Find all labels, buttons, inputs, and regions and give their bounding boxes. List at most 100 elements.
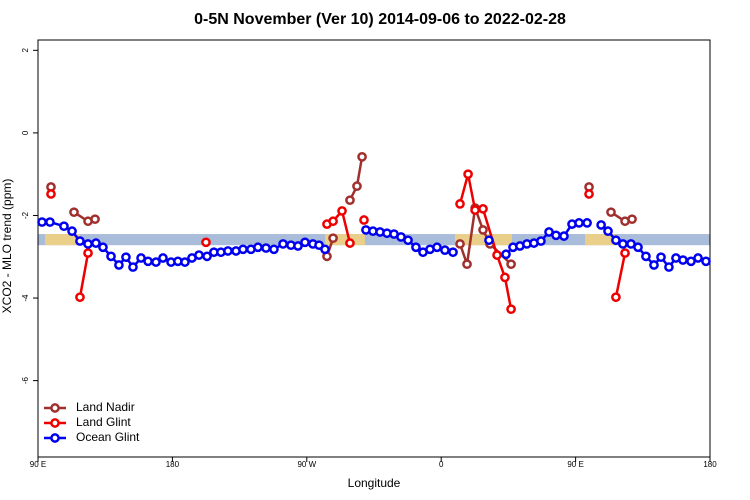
data-point [463, 169, 473, 180]
data-point [91, 238, 101, 248]
data-point [75, 292, 85, 303]
data-point [128, 262, 138, 272]
land-range [454, 234, 512, 246]
data-point [345, 238, 355, 248]
data-point [633, 242, 643, 253]
data-point [470, 205, 480, 215]
data-point [649, 260, 659, 270]
series-line [78, 173, 627, 310]
data-point [202, 251, 212, 262]
data-point [596, 220, 606, 230]
land-range [325, 234, 366, 246]
data-point [223, 246, 233, 256]
data-point [180, 257, 190, 267]
data-point [106, 251, 116, 262]
data-point [67, 226, 77, 237]
data-point [641, 251, 651, 262]
y-tick-label: -6 [21, 377, 30, 385]
data-point [411, 242, 421, 253]
chart-title: 0-5N November (Ver 10) 2014-09-06 to 202… [194, 11, 566, 28]
data-point [701, 256, 711, 267]
data-point [269, 244, 279, 255]
data-point [627, 214, 637, 225]
data-point [121, 252, 131, 263]
data-point [603, 226, 613, 237]
data-point [357, 151, 367, 162]
y-tick-label: 0 [21, 130, 30, 135]
data-point [37, 217, 47, 227]
data-point [45, 217, 55, 227]
data-point [432, 242, 442, 253]
data-point [151, 257, 161, 267]
data-point [501, 249, 511, 260]
data-point [345, 195, 355, 206]
data-point [500, 272, 510, 283]
y-tick-label: -2 [21, 211, 30, 219]
data-point [83, 239, 93, 249]
data-point [238, 244, 248, 255]
data-point [352, 181, 362, 192]
data-point [582, 218, 592, 228]
plot-frame [37, 39, 711, 458]
data-point [506, 304, 516, 315]
x-tick-label: 180 [703, 460, 717, 469]
legend-label: Ocean Glint [76, 430, 140, 444]
legend-marker [50, 403, 60, 413]
data-point [278, 239, 288, 249]
data-point [678, 255, 688, 265]
data-point [300, 237, 310, 248]
data-point [478, 204, 488, 214]
legend-marker [50, 433, 60, 443]
data-point [656, 252, 666, 263]
data-point [506, 259, 516, 270]
data-point [261, 243, 271, 253]
data-point [194, 250, 204, 260]
data-point [158, 253, 168, 263]
data-point [536, 236, 546, 246]
legend-label: Land Nadir [76, 400, 135, 414]
data-point [611, 235, 621, 246]
x-axis-label: Longitude [348, 476, 401, 490]
y-tick-label: -4 [21, 294, 30, 302]
data-point [484, 235, 494, 246]
data-point [611, 292, 621, 303]
data-point [46, 189, 56, 199]
series-line [73, 156, 633, 266]
data-point [83, 248, 93, 258]
x-tick-label: 90 E [30, 460, 46, 469]
data-point [478, 225, 488, 235]
reference-band [38, 234, 710, 246]
land-range [45, 234, 80, 246]
x-tick-label: 0 [439, 460, 444, 469]
data-point [328, 216, 338, 227]
data-point [455, 199, 465, 209]
data-point [293, 241, 303, 251]
data-point [320, 244, 330, 255]
x-tick-label: 90 E [567, 460, 583, 469]
y-axis-label: XCO2 - MLO trend (ppm) [0, 179, 14, 314]
data-point [253, 242, 263, 253]
data-point [328, 233, 338, 244]
data-point [201, 237, 211, 248]
data-point [98, 242, 108, 253]
x-tick-label: 180 [166, 460, 180, 469]
data-point [448, 247, 458, 258]
data-point [337, 206, 347, 216]
data-point [693, 253, 703, 263]
data-point [75, 236, 85, 246]
land-range [585, 234, 616, 246]
data-point [492, 250, 502, 260]
data-point [664, 262, 674, 272]
data-point [359, 215, 369, 225]
data-point [403, 235, 413, 246]
data-point [584, 189, 594, 199]
data-point [618, 239, 628, 249]
data-point [59, 221, 69, 232]
x-tick-label: 90 W [297, 460, 316, 469]
legend-marker [50, 418, 60, 428]
data-point [69, 207, 79, 218]
legend-label: Land Glint [76, 415, 131, 429]
data-point [606, 207, 616, 218]
data-point [559, 231, 569, 241]
